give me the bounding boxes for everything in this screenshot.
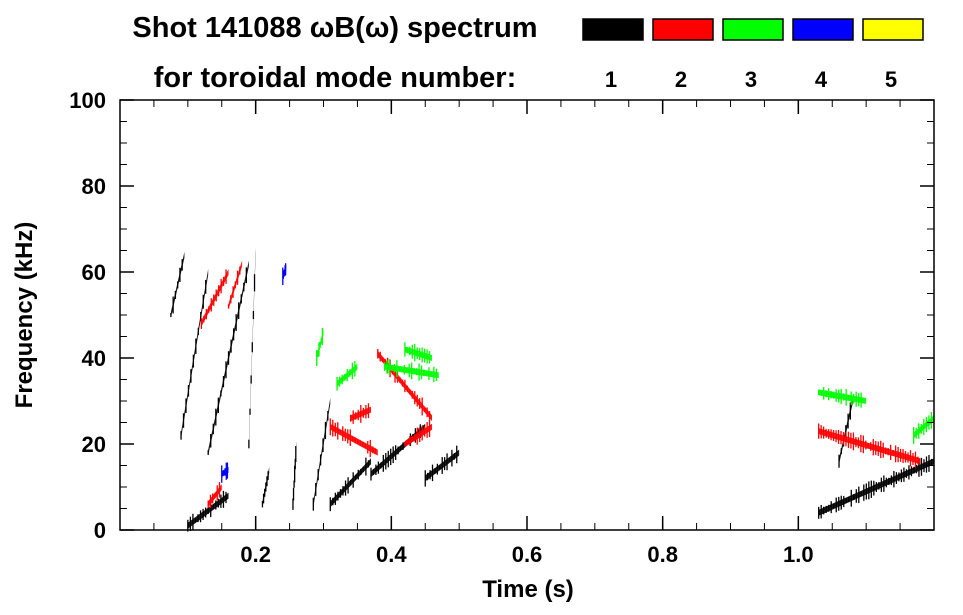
series-2 [200,260,921,508]
y-tick-label: 80 [82,174,106,199]
x-tick-label: 0.2 [240,542,271,567]
y-tick-label: 0 [94,518,106,543]
plot-frame [119,99,935,531]
legend-swatch-3 [722,18,784,41]
legend-swatch-1 [582,18,644,41]
y-axis-label: Frequency (kHz) [11,222,38,409]
legend-label-3: 3 [745,67,757,92]
legend-swatch-5 [862,18,924,41]
legend-swatch-2 [652,18,714,41]
series-4 [221,263,287,483]
axes: 0.2 0.4 0.6 0.8 1.0 0 20 40 60 80 100 [69,88,935,567]
y-tick-label: 20 [82,432,106,457]
series-2-segment [201,269,229,327]
legend-swatch-4 [792,18,854,41]
y-tick-label: 100 [69,88,106,113]
series-3-segment [404,346,433,361]
series-1 [170,247,934,532]
x-tick-label: 0.4 [376,542,407,567]
legend-label-2: 2 [675,67,687,92]
y-tick-label: 40 [82,346,106,371]
chart-title-line2: for toroidal mode number: [154,62,517,94]
legend: 1 2 3 4 5 [582,18,924,92]
x-tick-label: 0.6 [512,542,543,567]
legend-label-1: 1 [605,67,617,92]
x-tick-label: 1.0 [783,542,814,567]
series-1-segment [181,269,209,439]
y-tick-label: 60 [82,260,106,285]
x-tick-label: 0.8 [647,542,678,567]
chart-title-line1: Shot 141088 ωB(ω) spectrum [132,12,537,44]
series-3 [316,327,934,444]
plot-area [170,247,934,532]
x-axis-label: Time (s) [482,576,574,603]
series-2-segment [404,423,433,447]
legend-label-5: 5 [885,67,897,92]
legend-label-4: 4 [815,67,828,92]
